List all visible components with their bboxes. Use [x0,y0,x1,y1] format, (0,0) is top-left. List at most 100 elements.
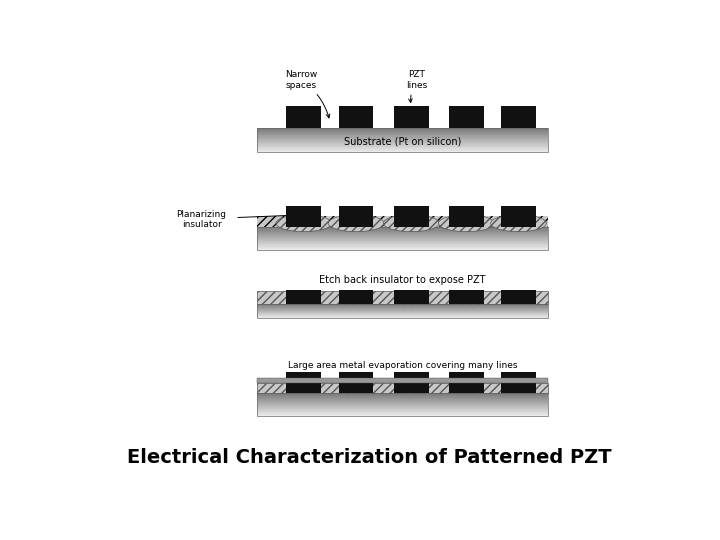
Bar [501,106,536,128]
Bar [258,129,547,130]
Ellipse shape [276,215,332,232]
Text: PZT
lines: PZT lines [406,70,428,103]
Bar [258,141,547,143]
Bar [258,147,547,148]
Bar [258,393,547,394]
Bar [258,413,547,414]
Bar [258,145,547,146]
Text: Substrate (Pt on silicon): Substrate (Pt on silicon) [343,136,462,146]
Bar [258,134,547,136]
Bar [258,151,547,152]
Bar [258,244,547,245]
Bar [394,206,428,227]
Bar [258,128,547,129]
Bar [258,230,547,231]
Bar [258,399,547,400]
Bar [258,406,547,407]
Text: Large area metal evaporation covering many lines: Large area metal evaporation covering ma… [288,361,517,369]
Bar [258,130,547,131]
Bar [449,206,484,227]
Bar [258,146,547,147]
Bar [258,240,547,241]
Bar [258,403,547,404]
Ellipse shape [328,215,384,232]
Bar [394,106,428,128]
Bar [258,411,547,413]
Bar [258,144,547,145]
Bar [258,407,547,408]
Bar [258,404,547,406]
Text: Planarizing
insulator: Planarizing insulator [176,210,227,229]
Bar [258,232,547,233]
Bar [258,137,547,138]
Bar [258,249,547,250]
Bar [258,228,547,230]
Bar [258,245,547,246]
Bar [258,234,547,235]
Bar [449,373,484,393]
Bar [258,143,547,144]
Bar [394,290,428,303]
Bar [258,136,547,137]
Bar [258,383,547,393]
Bar [258,246,547,247]
Bar [258,216,547,227]
Bar [258,396,547,397]
Bar [501,206,536,227]
Bar [258,148,547,149]
Bar [258,401,547,402]
Bar [287,206,321,227]
Bar [258,408,547,409]
Bar [394,373,428,393]
Bar [258,303,547,319]
Bar [258,233,547,234]
Bar [258,231,547,232]
Bar [258,409,547,410]
Bar [258,236,547,237]
Bar [258,227,547,250]
Bar [338,206,374,227]
Text: Electrical Characterization of Patterned PZT: Electrical Characterization of Patterned… [127,448,611,467]
Bar [258,237,547,238]
Bar [258,395,547,396]
Bar [258,397,547,398]
Bar [258,415,547,416]
Bar [258,149,547,150]
Bar [258,241,547,242]
Bar [258,247,547,248]
Bar [258,138,547,139]
Bar [258,393,547,416]
Bar [338,106,374,128]
Text: Etch back insulator to expose PZT: Etch back insulator to expose PZT [319,275,486,285]
Bar [258,131,547,132]
Bar [258,139,547,140]
Bar [258,292,547,303]
Bar [258,133,547,134]
Bar [258,128,547,152]
Bar [258,378,547,383]
Bar [394,206,428,227]
Bar [258,394,547,395]
Bar [287,290,321,303]
Bar [449,106,484,128]
Text: Narrow
spaces: Narrow spaces [285,70,330,118]
Bar [258,243,547,244]
Bar [501,206,536,227]
Bar [501,373,536,393]
Bar [338,206,374,227]
Bar [258,410,547,411]
Bar [258,132,547,133]
Bar [258,414,547,415]
Bar [258,238,547,239]
Bar [258,242,547,243]
Bar [338,373,374,393]
Bar [258,398,547,399]
Bar [258,140,547,141]
Bar [287,106,321,128]
Bar [449,290,484,303]
Ellipse shape [438,215,494,232]
Ellipse shape [383,215,439,232]
Ellipse shape [491,215,546,232]
Bar [287,373,321,393]
Bar [258,235,547,236]
